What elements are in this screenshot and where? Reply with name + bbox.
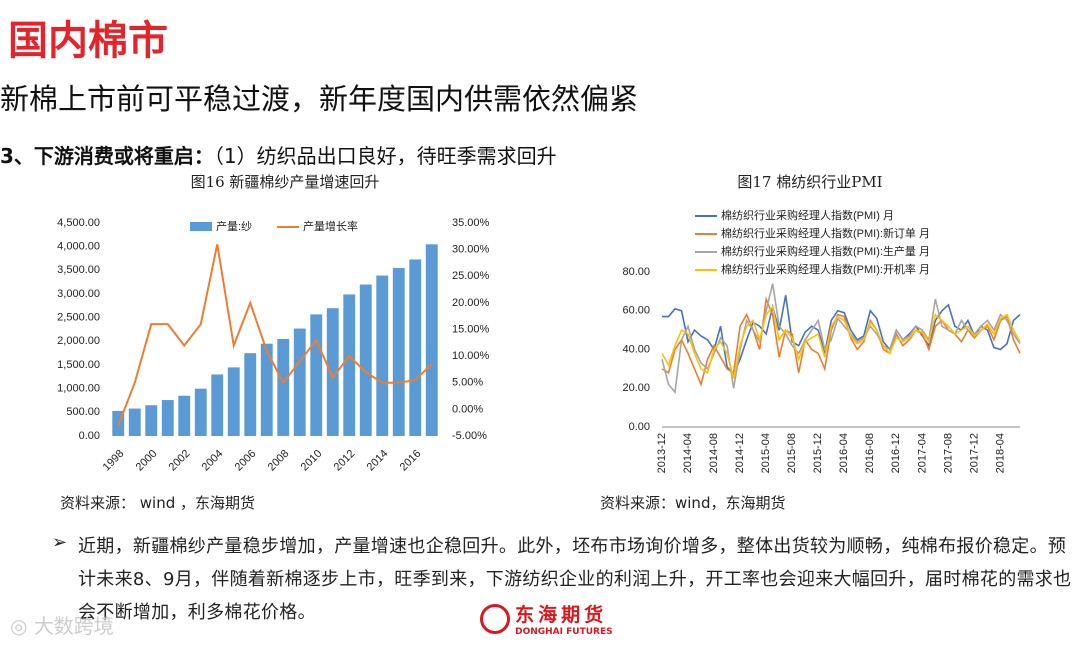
y2-tick-label: 10.00%	[452, 350, 490, 362]
x-tick-label: 2002	[167, 448, 193, 474]
x-tick-label: 2014-12	[734, 433, 746, 473]
bar	[161, 400, 174, 436]
bar	[293, 328, 306, 436]
bar	[244, 353, 257, 436]
y2-tick-label: 35.00%	[452, 217, 490, 229]
legend-label: 棉纺织行业采购经理人指数(PMI) 月	[721, 208, 894, 222]
y-tick-label: 20.00	[622, 382, 650, 394]
y-tick-label: 3,000.00	[57, 288, 100, 300]
x-tick-label: 2017-04	[916, 433, 928, 473]
x-tick-label: 2015-12	[812, 433, 824, 473]
y-tick-label: 0.00	[629, 421, 650, 433]
x-tick-label: 2016-12	[890, 433, 902, 473]
x-tick-label: 2006	[233, 448, 259, 474]
y2-tick-label: 0.00%	[452, 403, 483, 415]
source: 资料来源： wind ，东海期货	[60, 494, 256, 512]
chart-title: 图16 新疆棉纱产量增速回升	[191, 173, 380, 191]
y-tick-label: 2,500.00	[57, 312, 100, 324]
y-tick-label: 80.00	[622, 266, 650, 278]
x-tick-label: 2015-04	[760, 433, 772, 473]
x-tick-label: 2017-12	[968, 433, 980, 473]
bar	[227, 367, 240, 436]
y2-tick-label: 15.00%	[452, 323, 490, 335]
y-tick-label: 4,000.00	[57, 241, 100, 253]
bar	[326, 308, 339, 436]
x-tick-label: 2015-08	[786, 433, 798, 473]
bar	[211, 374, 224, 436]
bar	[260, 343, 273, 436]
line	[661, 283, 1021, 395]
page-title: 国内棉市	[8, 18, 168, 64]
y-tick-label: 1,500.00	[57, 359, 100, 371]
section-label: 3、下游消费或将重启：	[0, 144, 214, 168]
bar	[392, 267, 405, 436]
logo-icon	[480, 603, 510, 634]
y2-tick-label: 25.00%	[452, 270, 490, 282]
bar	[343, 294, 356, 436]
y-tick-label: 60.00	[622, 305, 650, 317]
x-tick-label: 2000	[134, 448, 160, 474]
bullet-text: 近期，新疆棉纱产量稳步增加，产量增速也企稳回升。此外，坯布市场询价增多，整体出货…	[78, 536, 1072, 623]
y-tick-label: 1,000.00	[57, 383, 100, 395]
legend-label: 产量:纱	[216, 219, 252, 233]
watermark: ◎ 大数跨境	[10, 614, 114, 638]
legend-label: 棉纺织行业采购经理人指数(PMI):开机率 月	[721, 262, 930, 276]
bar	[128, 408, 141, 436]
chart-title: 图17 棉纺织行业PMI	[737, 173, 882, 191]
section-text: （1）纺织品出口良好，待旺季需求回升	[213, 144, 557, 168]
x-tick-label: 2013-12	[656, 433, 668, 473]
bar	[194, 388, 207, 436]
x-tick-label: 2017-08	[942, 433, 954, 473]
x-tick-label: 1998	[101, 448, 127, 474]
watermark-text: 大数跨境	[33, 614, 114, 638]
x-tick-label: 2016-04	[838, 433, 850, 473]
y2-tick-label: -5.00%	[452, 430, 487, 442]
line	[661, 296, 1021, 387]
y-tick-label: 2,000.00	[57, 335, 100, 347]
x-tick-label: 2014-04	[682, 433, 694, 473]
x-tick-label: 2004	[200, 448, 226, 474]
section: 3、下游消费或将重启：（1）纺织品出口良好，待旺季需求回升	[0, 140, 557, 169]
y-tick-label: 40.00	[622, 343, 650, 355]
logo: 东海期货 DONGHAI FUTURES	[480, 600, 613, 637]
x-tick-label: 2012	[332, 448, 358, 474]
bar	[359, 284, 372, 436]
line	[661, 305, 1021, 379]
x-tick-label: 2016-08	[864, 433, 876, 473]
x-tick-label: 2008	[266, 448, 292, 474]
x-tick-label: 2016	[398, 448, 424, 474]
x-tick-label: 2010	[299, 448, 325, 474]
line	[117, 244, 433, 426]
logo-text: 东海期货 DONGHAI FUTURES	[515, 600, 612, 637]
y2-tick-label: 5.00%	[452, 377, 483, 389]
y2-tick-label: 30.00%	[452, 244, 490, 256]
x-tick-label: 2014	[365, 448, 391, 474]
line	[662, 295, 1021, 377]
subtitle: 新棉上市前可平稳过渡，新年度国内供需依然偏紧	[0, 82, 639, 116]
legend-label: 产量增长率	[303, 219, 358, 233]
bar	[178, 395, 191, 436]
bar	[409, 259, 422, 436]
y2-tick-label: 20.00%	[452, 297, 490, 309]
y-tick-label: 3,500.00	[57, 264, 100, 276]
bar	[145, 405, 158, 436]
y-tick-label: 500.00	[66, 406, 100, 418]
bullet-marker: ➢	[52, 532, 68, 553]
legend-label: 棉纺织行业采购经理人指数(PMI):生产量 月	[721, 244, 930, 258]
legend-swatch	[190, 222, 212, 231]
logo-en: DONGHAI FUTURES	[515, 627, 613, 637]
legend-label: 棉纺织行业采购经理人指数(PMI):新订单 月	[721, 226, 930, 240]
bar	[425, 244, 438, 436]
y-tick-label: 4,500.00	[57, 217, 100, 229]
bar	[310, 314, 323, 436]
bar	[376, 275, 389, 436]
x-tick-label: 2018-04	[994, 433, 1006, 473]
source: 资料来源：wind，东海期货	[600, 494, 786, 512]
bar	[277, 338, 290, 436]
y-tick-label: 0.00	[79, 430, 100, 442]
logo-cn: 东海期货	[515, 604, 608, 626]
x-tick-label: 2014-08	[708, 433, 720, 473]
